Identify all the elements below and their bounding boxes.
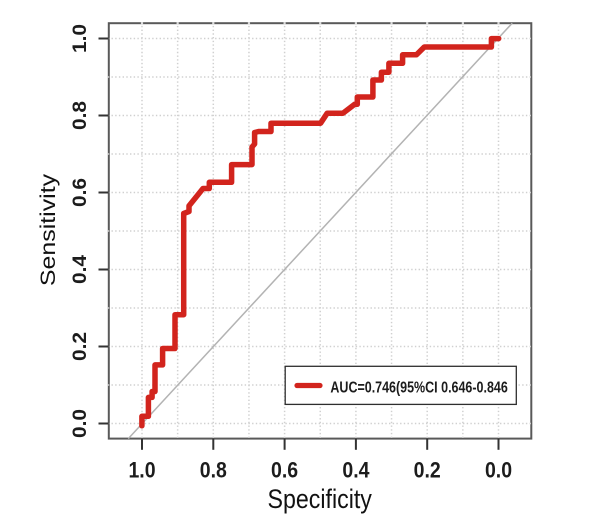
svg-text:0.0: 0.0 [70,409,91,438]
svg-text:0.6: 0.6 [271,458,298,483]
svg-text:0.4: 0.4 [70,254,91,284]
svg-text:0.8: 0.8 [70,101,91,130]
svg-text:Sensitivity: Sensitivity [36,174,60,287]
svg-text:0.0: 0.0 [485,458,512,483]
svg-text:0.8: 0.8 [200,458,227,483]
svg-text:0.2: 0.2 [70,332,91,361]
svg-text:0.6: 0.6 [70,178,91,207]
svg-text:1.0: 1.0 [128,458,155,483]
svg-text:AUC=0.746(95%CI 0.646-0.846: AUC=0.746(95%CI 0.646-0.846 [330,379,508,397]
svg-text:0.4: 0.4 [342,458,369,483]
svg-text:1.0: 1.0 [70,24,91,53]
svg-text:0.2: 0.2 [414,458,441,483]
svg-text:Specificity: Specificity [268,484,373,514]
